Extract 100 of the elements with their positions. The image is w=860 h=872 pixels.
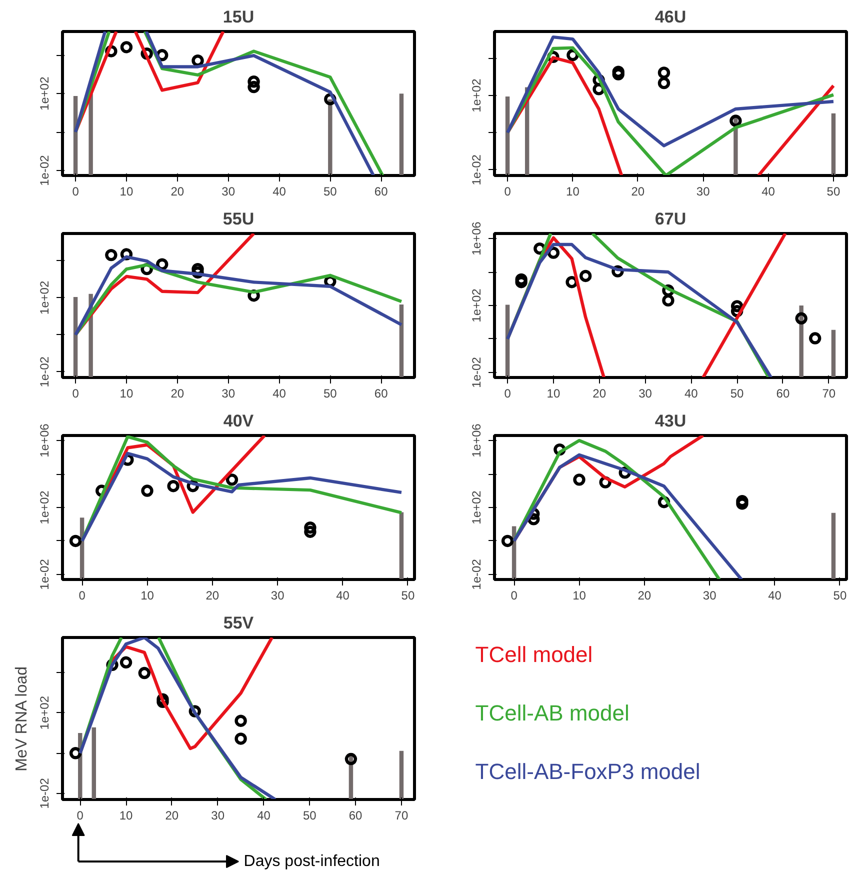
x-tick-label: 0 <box>78 588 86 602</box>
x-tick-label: 40 <box>768 588 782 602</box>
x-tick-label: 50 <box>833 588 847 602</box>
y-tick-label: 1e+02 <box>38 696 52 730</box>
point <box>69 747 82 760</box>
text: TCell model <box>475 642 593 667</box>
x-tick-label: 20 <box>206 588 220 602</box>
point <box>501 534 514 548</box>
y-tick-label: 1e-02 <box>38 558 52 590</box>
point <box>579 270 592 282</box>
line-series <box>506 35 836 148</box>
x-tick-label: 30 <box>211 808 225 822</box>
point <box>192 54 204 67</box>
x-tick-label: 50 <box>323 184 338 198</box>
point <box>736 495 748 508</box>
y-tick-label: 1e+02 <box>38 76 52 110</box>
y-tick-label: 1e-02 <box>38 356 52 388</box>
x-tick-label: 20 <box>592 386 606 400</box>
x-tick-label: 30 <box>696 184 710 198</box>
point <box>234 732 247 745</box>
point <box>515 273 528 286</box>
point <box>612 68 624 80</box>
x-tick-label: 40 <box>272 184 286 198</box>
y-tick-label: 1e+06 <box>38 423 52 458</box>
chart-title: 46U <box>654 8 686 26</box>
x-axis-title: Days post-infection <box>244 853 380 870</box>
point <box>141 484 154 497</box>
x-tick-label: 10 <box>566 184 580 198</box>
point <box>234 714 247 727</box>
x-tick-label: 30 <box>638 386 652 400</box>
point <box>69 534 82 548</box>
y-tick-label: 1e-02 <box>470 558 484 590</box>
chart-title: 67U <box>654 210 686 228</box>
point <box>167 480 180 492</box>
x-tick-label: 50 <box>323 386 338 400</box>
y-tick-label: 1e+02 <box>38 490 52 524</box>
x-tick-label: 40 <box>762 184 776 198</box>
x-tick-label: 10 <box>546 386 560 400</box>
x-tick-label: 0 <box>510 588 518 602</box>
point <box>795 312 808 324</box>
point <box>658 66 670 79</box>
x-tick-label: 30 <box>222 184 236 198</box>
y-axis-title: MeV RNA load <box>14 666 30 772</box>
x-tick-label: 30 <box>702 588 717 602</box>
point <box>248 76 260 88</box>
point <box>105 248 118 262</box>
x-tick-label: 70 <box>822 386 836 400</box>
chart-title: 55V <box>223 614 254 632</box>
x-tick-label: 40 <box>257 808 271 822</box>
x-tick-label: 0 <box>504 386 512 400</box>
point <box>658 76 670 90</box>
x-tick-label: 60 <box>374 386 388 400</box>
chart-title: 43U <box>654 412 686 430</box>
point <box>344 752 358 766</box>
x-tick-label: 10 <box>140 588 154 602</box>
x-tick-label: 10 <box>120 386 134 400</box>
chart-title: 15U <box>222 8 254 26</box>
y-tick-label: 1e+06 <box>470 221 484 256</box>
x-tick-label: 20 <box>631 184 645 198</box>
y-tick-label: 1e+02 <box>470 288 484 322</box>
y-tick-label: 1e+02 <box>38 280 52 315</box>
x-tick-label: 20 <box>170 386 184 400</box>
x-tick-label: 30 <box>222 386 236 400</box>
x-tick-label: 60 <box>348 808 363 822</box>
point <box>304 526 316 538</box>
point <box>662 294 674 307</box>
point <box>730 114 742 127</box>
point <box>226 474 238 486</box>
line-series <box>512 438 721 580</box>
chart-title: 55U <box>222 210 254 228</box>
y-tick-label: 1e+02 <box>470 78 484 112</box>
text: TCell-AB model <box>475 700 630 726</box>
x-tick-label: 20 <box>638 588 652 602</box>
x-tick-label: 20 <box>165 808 179 822</box>
y-tick-label: 1e-02 <box>470 154 484 186</box>
x-tick-label: 10 <box>120 184 134 198</box>
point <box>304 522 316 534</box>
x-tick-label: 50 <box>302 808 317 822</box>
x-tick-label: 0 <box>72 386 80 400</box>
point <box>248 80 260 94</box>
chart-title: 40V <box>223 412 254 430</box>
line-series <box>512 453 744 580</box>
text: TCell-AB-FoxP3 model <box>475 758 700 784</box>
x-tick-label: 50 <box>401 588 415 602</box>
y-tick-label: 1e-02 <box>470 356 484 388</box>
point <box>120 41 133 54</box>
y-tick-label: 1e+02 <box>470 490 484 524</box>
point <box>515 276 528 288</box>
x-tick-label: 10 <box>572 588 586 602</box>
point <box>120 656 132 668</box>
x-tick-label: 0 <box>76 808 84 822</box>
y-tick-label: 1e-02 <box>38 778 52 809</box>
x-tick-label: 60 <box>374 184 388 198</box>
x-tick-label: 40 <box>684 386 698 400</box>
x-tick-label: 60 <box>776 386 790 400</box>
point <box>809 332 822 344</box>
point <box>573 474 586 486</box>
x-tick-label: 50 <box>730 386 744 400</box>
x-tick-label: 30 <box>270 588 285 602</box>
x-tick-label: 50 <box>826 184 840 198</box>
